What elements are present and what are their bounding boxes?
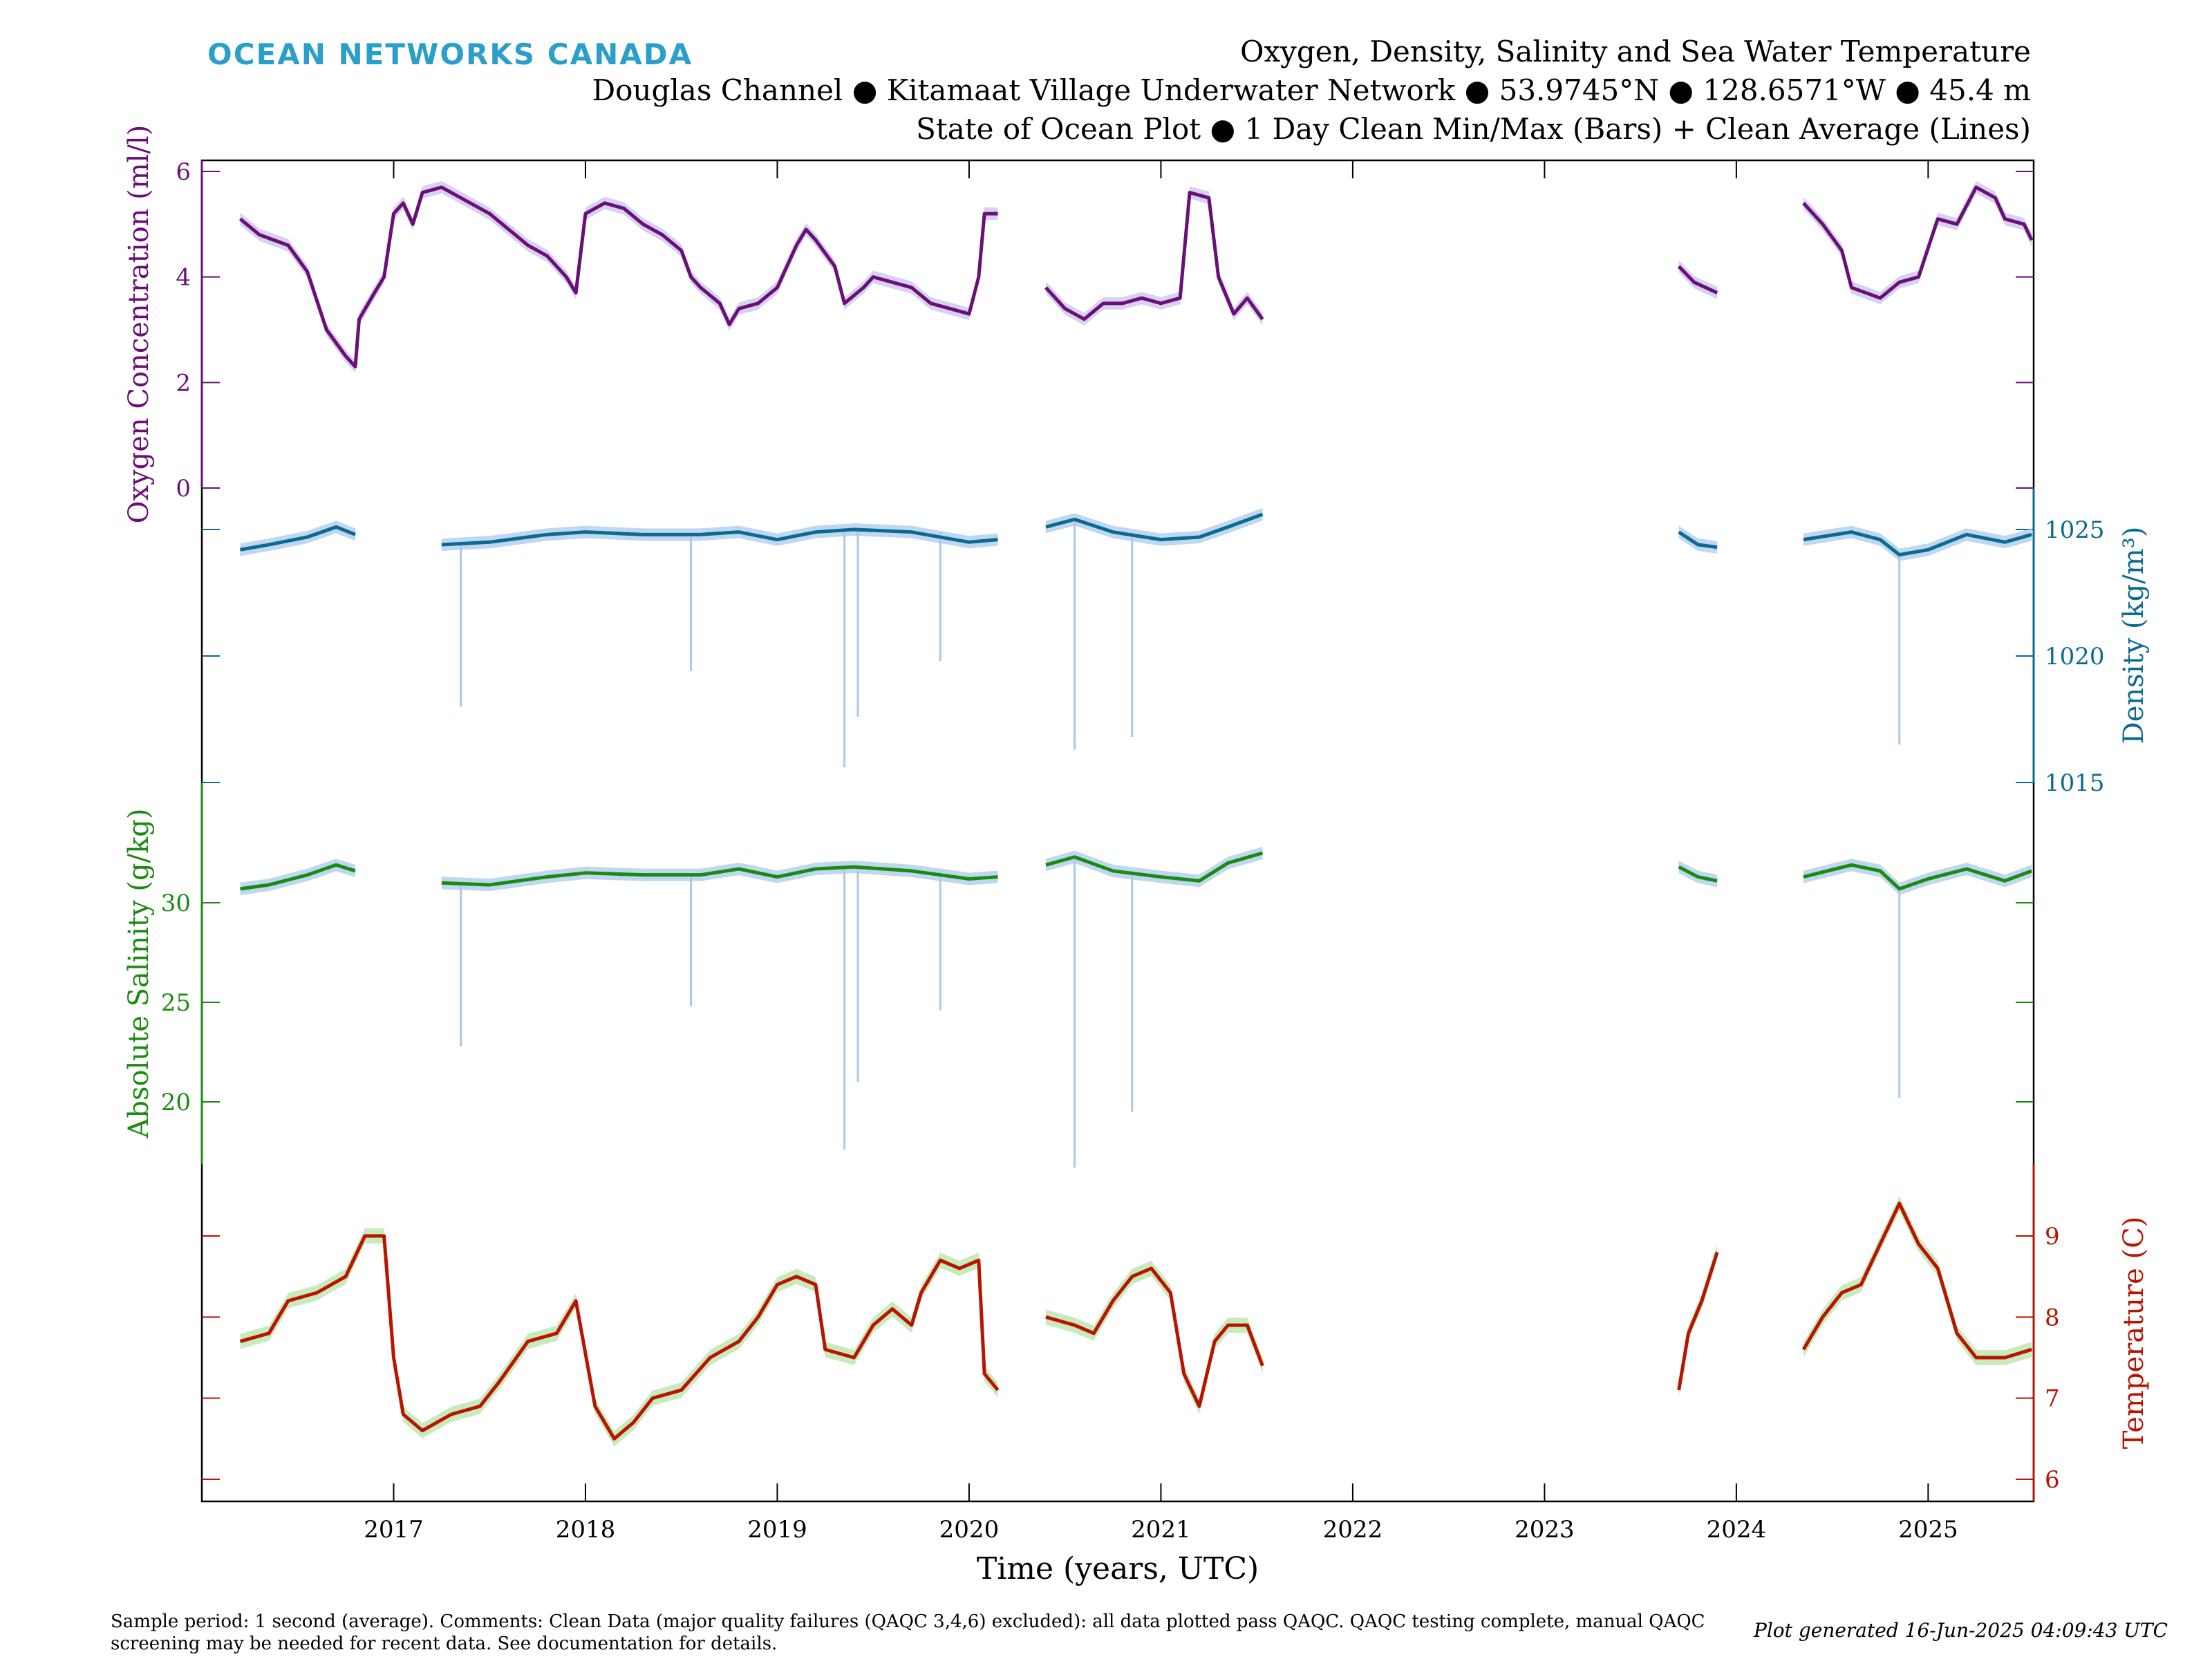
min-max-band	[240, 180, 998, 373]
tick-label: 8	[2045, 1304, 2060, 1331]
tick-label: 4	[176, 264, 191, 292]
series-oxygen-concentration: 0 2 4 6 Oxygen Concentration (ml/l)	[123, 125, 2034, 524]
series-density: 1015 1020 1025 Density (kg/m³)	[202, 488, 2150, 797]
tick-label: 6	[2045, 1466, 2060, 1494]
min-max-band	[1678, 861, 1718, 888]
tick-label: 6	[176, 158, 191, 186]
x-tick-label: 2019	[747, 1516, 807, 1544]
tick-label: 9	[2045, 1223, 2060, 1250]
average-line	[1677, 1251, 1719, 1391]
series-temperature: 6 7 8 9 Temperature (C)	[202, 1164, 2150, 1501]
average-line	[441, 865, 998, 887]
axis-label: Temperature (C)	[2118, 1217, 2150, 1450]
x-tick-label: 2021	[1131, 1516, 1191, 1544]
x-axis-label: Time (years, UTC)	[977, 1551, 1259, 1586]
average-line	[1802, 185, 2034, 300]
average-line	[1803, 863, 2033, 891]
average-line	[240, 863, 356, 891]
min-max-band	[1803, 180, 2032, 305]
min-max-band	[1678, 525, 1718, 554]
tick-label: 20	[161, 1089, 191, 1116]
average-line	[238, 185, 998, 368]
average-line	[1801, 1201, 2032, 1360]
average-line	[1678, 865, 1718, 883]
x-tick-label: 2022	[1323, 1516, 1383, 1544]
axis-label: Oxygen Concentration (ml/l)	[123, 125, 155, 524]
plot-generated-timestamp: Plot generated 16-Jun-2025 04:09:43 UTC	[1754, 1619, 2168, 1642]
x-tick-label: 2023	[1515, 1516, 1575, 1544]
x-tick-label: 2018	[556, 1516, 616, 1544]
x-tick-label: 2025	[1898, 1516, 1958, 1544]
min-max-band	[1678, 260, 1718, 299]
x-tick-label: 2024	[1707, 1516, 1767, 1544]
average-line	[1045, 1266, 1264, 1408]
average-line	[1045, 851, 1264, 883]
tick-label: 2	[176, 369, 191, 397]
min-max-band	[1803, 1196, 2032, 1365]
x-tick-label: 2017	[364, 1516, 424, 1544]
tick-label: 1015	[2045, 769, 2105, 797]
x-tick-label: 2020	[939, 1516, 1000, 1544]
axis-label: Absolute Salinity (g/kg)	[123, 808, 155, 1138]
average-line	[239, 1234, 1000, 1441]
axis-label: Density (kg/m³)	[2118, 527, 2150, 744]
tick-label: 30	[161, 890, 191, 917]
tick-label: 0	[176, 475, 191, 503]
average-line	[1678, 530, 1718, 550]
chart-title: Oxygen, Density, Salinity and Sea Water …	[1240, 35, 2031, 68]
average-line	[1803, 530, 2032, 557]
min-max-band	[1045, 847, 1263, 888]
min-max-band	[1803, 525, 2032, 561]
ocean-networks-canada-logo: OCEAN NETWORKS CANADA	[207, 37, 693, 71]
chart-subtitle-plot-type: State of Ocean Plot ● 1 Day Clean Min/Ma…	[916, 112, 2031, 146]
footer-note: Sample period: 1 second (average). Comme…	[111, 1611, 1705, 1654]
tick-label: 1025	[2045, 516, 2105, 544]
average-line	[441, 527, 998, 547]
average-line	[240, 525, 356, 552]
min-max-band	[1045, 1260, 1263, 1414]
average-line	[1044, 191, 1264, 321]
average-line	[1677, 265, 1718, 294]
tick-label: 1020	[2045, 643, 2105, 671]
tick-label: 25	[161, 989, 191, 1017]
tick-label: 7	[2045, 1385, 2060, 1413]
min-max-band	[441, 861, 998, 892]
average-line	[1045, 512, 1264, 542]
min-max-band	[1045, 508, 1263, 546]
chart-subtitle-location: Douglas Channel ● Kitamaat Village Under…	[592, 73, 2031, 107]
